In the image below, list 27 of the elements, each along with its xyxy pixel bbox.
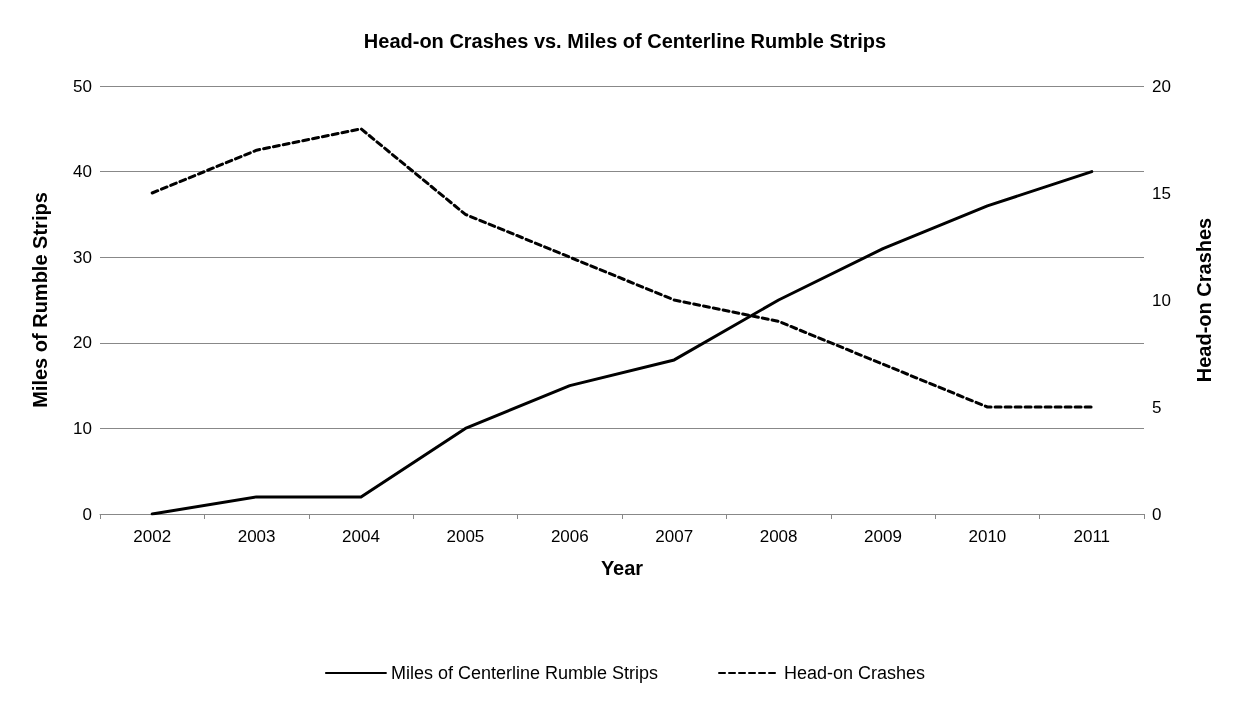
x-tick-label: 2009	[864, 527, 902, 546]
x-tick-label: 2007	[655, 527, 694, 546]
legend-label: Miles of Centerline Rumble Strips	[390, 663, 659, 683]
y-tick-label: 40	[73, 162, 92, 182]
x-tick-label: 2003	[237, 527, 276, 546]
y2-tick-label: 10	[1152, 290, 1171, 310]
y-axis-title: Miles of Rumble Strips	[29, 192, 51, 408]
x-tick-label: 2008	[759, 527, 798, 546]
x-tick-label: 2006	[550, 527, 589, 546]
x-tick-label: 2010	[968, 527, 1007, 546]
y-tick-label: 10	[73, 418, 92, 438]
y2-tick-label: 20	[1152, 76, 1171, 96]
y2-axis-title: Head-on Crashes	[1193, 217, 1215, 383]
x-axis-title: Year	[600, 557, 644, 579]
x-tick-label: 2002	[133, 527, 172, 546]
x-tick-label: 2011	[1073, 527, 1111, 546]
y-tick-label: 0	[82, 504, 92, 524]
y-tick-label: 30	[73, 247, 92, 267]
y-tick-label: 20	[73, 333, 92, 353]
y2-tick-label: 0	[1152, 504, 1162, 524]
y2-tick-label: 5	[1152, 397, 1162, 417]
y2-tick-label: 15	[1152, 183, 1171, 203]
x-tick-label: 2005	[446, 527, 485, 546]
x-tick-label: 2004	[342, 527, 380, 546]
legend-label: Head-on Crashes	[784, 663, 926, 683]
chart-title: Head-on Crashes vs. Miles of Centerline Rumble Strips	[363, 30, 887, 52]
y-tick-label: 50	[73, 76, 92, 96]
